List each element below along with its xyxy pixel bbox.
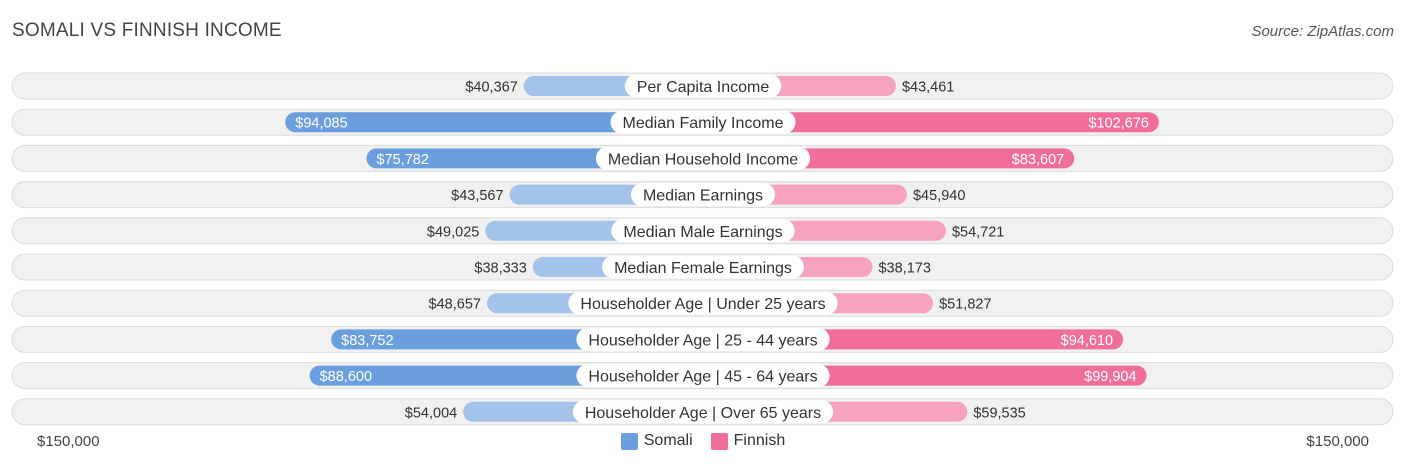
value-label-somali-median-female-earnings: $38,333 (474, 261, 526, 277)
category-label-householder-age-under-25-years: Householder Age | Under 25 years (580, 296, 825, 313)
category-pill (630, 183, 776, 207)
axis-right-label: $150,000 (1306, 433, 1369, 450)
category-label-per-capita-income: Per Capita Income (637, 79, 770, 96)
value-label-finnish-median-family-income: $102,676 (1088, 116, 1148, 132)
row-median-male-earnings: $49,025 $54,721 Median Male Earnings (11, 217, 1394, 245)
category-label-householder-age-over-65-years: Householder Age | Over 65 years (585, 405, 821, 422)
value-label-finnish-median-female-earnings: $38,173 (878, 261, 930, 277)
category-pill (602, 255, 804, 279)
category-pill (576, 327, 830, 351)
value-label-finnish-householder-age-under-25-years: $51,827 (939, 297, 991, 313)
category-label-median-family-income: Median Family Income (623, 115, 784, 132)
row-median-household-income: $75,782 $83,607 Median Household Income (11, 144, 1394, 172)
legend-swatch-finnish (710, 432, 728, 450)
category-pill (576, 364, 830, 388)
value-label-finnish-householder-age-over-65-years: $59,535 (973, 405, 1025, 421)
legend-item-finnish: Finnish (710, 432, 786, 450)
category-label-householder-age-25-44-years: Householder Age | 25 - 44 years (588, 332, 817, 349)
value-label-somali-median-male-earnings: $49,025 (427, 224, 479, 240)
value-label-somali-householder-age-25-44-years: $83,752 (341, 333, 393, 349)
legend-label-finnish: Finnish (733, 432, 786, 449)
row-householder-age-under-25-years: $48,657 $51,827 Householder Age | Under 25… (11, 289, 1394, 317)
value-label-finnish-median-male-earnings: $54,721 (952, 224, 1004, 240)
category-pill (568, 291, 838, 315)
row-householder-age-over-65-years: $54,004 $59,535 Householder Age | Over 65 … (11, 398, 1394, 426)
category-label-median-male-earnings: Median Male Earnings (623, 224, 782, 241)
legend-swatch-somali (620, 432, 638, 450)
legend-item-somali: Somali (620, 432, 693, 450)
category-label-median-earnings: Median Earnings (643, 188, 763, 205)
value-label-somali-householder-age-45-64-years: $88,600 (320, 369, 372, 385)
category-pill (610, 110, 796, 134)
bar-somali-median-family-income (285, 112, 703, 133)
row-per-capita-income: $40,367 $43,461 Per Capita Income (11, 72, 1394, 100)
legend: Somali Finnish (0, 432, 1406, 450)
value-label-somali-median-household-income: $75,782 (377, 152, 429, 168)
value-label-finnish-per-capita-income: $43,461 (902, 80, 954, 96)
row-householder-age-45-64-years: $88,600 $99,904 Householder Age | 45 - 64 … (11, 362, 1394, 390)
value-label-somali-householder-age-under-25-years: $48,657 (429, 297, 481, 313)
value-label-somali-householder-age-over-65-years: $54,004 (405, 405, 457, 421)
legend-label-somali: Somali (643, 432, 693, 449)
bar-finnish-median-family-income (703, 112, 1159, 133)
value-label-somali-median-family-income: $94,085 (295, 116, 347, 132)
value-label-somali-median-earnings: $43,567 (451, 188, 503, 204)
category-label-median-household-income: Median Household Income (608, 151, 798, 168)
category-pill (611, 219, 795, 243)
category-pill (595, 146, 811, 170)
category-label-householder-age-45-64-years: Householder Age | 45 - 64 years (588, 369, 817, 386)
value-label-finnish-median-household-income: $83,607 (1012, 152, 1064, 168)
row-median-earnings: $43,567 $45,940 Median Earnings (11, 181, 1394, 209)
value-label-finnish-median-earnings: $45,940 (913, 188, 965, 204)
chart-title: SOMALI VS FINNISH INCOME (12, 20, 282, 41)
chart-source: Source: ZipAtlas.com (1251, 23, 1394, 40)
category-pill (624, 74, 782, 98)
row-median-family-income: $94,085 $102,676 Median Family Income (11, 108, 1394, 136)
row-median-female-earnings: $38,333 $38,173 Median Female Earnings (11, 253, 1394, 281)
value-label-somali-per-capita-income: $40,367 (465, 80, 517, 96)
category-label-median-female-earnings: Median Female Earnings (614, 260, 792, 277)
value-label-finnish-householder-age-45-64-years: $99,904 (1084, 369, 1136, 385)
category-pill (572, 400, 834, 424)
axis-left-label: $150,000 (37, 433, 100, 450)
value-label-finnish-householder-age-25-44-years: $94,610 (1061, 333, 1113, 349)
diverging-bar-chart: $40,367 $43,461 Per Capita Income $94,085 $1… (11, 72, 1394, 426)
row-householder-age-25-44-years: $83,752 $94,610 Householder Age | 25 - 44 … (11, 325, 1394, 353)
